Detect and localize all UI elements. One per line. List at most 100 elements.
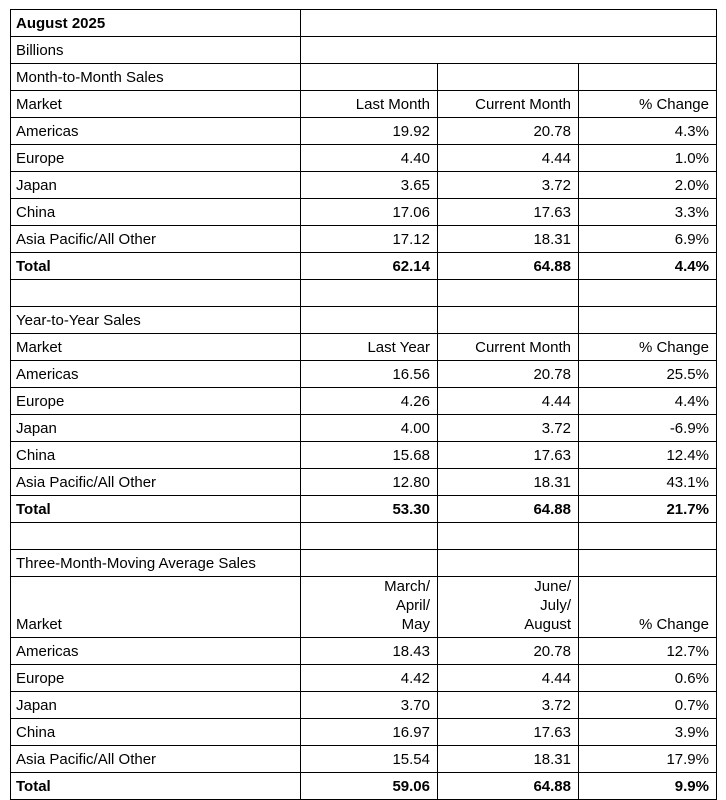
units-label: Billions	[10, 36, 301, 64]
pct-change-cell: 0.6%	[578, 664, 717, 692]
value-cell: 17.12	[300, 225, 438, 253]
value-cell: 19.92	[300, 117, 438, 145]
total-label: Total	[10, 772, 301, 800]
empty-cell	[578, 279, 717, 307]
column-header: % Change	[578, 576, 717, 638]
sales-report-table: August 2025 Billions Month-to-Month Sale…	[10, 9, 717, 800]
value-cell: 4.44	[437, 664, 579, 692]
table-row: China 16.97 17.63 3.9%	[10, 718, 717, 746]
value-cell: 4.42	[300, 664, 438, 692]
value-cell: 3.72	[437, 691, 579, 719]
value-cell: 4.40	[300, 144, 438, 172]
value-cell: 17.06	[300, 198, 438, 226]
total-label: Total	[10, 495, 301, 523]
value-cell: 3.72	[437, 171, 579, 199]
section-heading-row: Three-Month-Moving Average Sales	[10, 549, 717, 577]
value-cell: 17.63	[437, 441, 579, 469]
empty-cell	[578, 306, 717, 334]
empty-cell	[437, 279, 579, 307]
total-row: Total 59.06 64.88 9.9%	[10, 772, 717, 800]
section-heading: Three-Month-Moving Average Sales	[10, 549, 301, 577]
value-cell: 17.63	[437, 718, 579, 746]
pct-change-cell: 12.4%	[578, 441, 717, 469]
column-header: Current Month	[437, 90, 579, 118]
empty-cell	[300, 549, 438, 577]
column-header-row: Market Last Year Current Month % Change	[10, 333, 717, 361]
column-header: Last Year	[300, 333, 438, 361]
title-row: August 2025	[10, 9, 717, 37]
column-header: June/ July/ August	[437, 576, 579, 638]
total-pct-cell: 4.4%	[578, 252, 717, 280]
column-header-row: Market Last Month Current Month % Change	[10, 90, 717, 118]
empty-cell	[578, 522, 717, 550]
table-row: Americas 18.43 20.78 12.7%	[10, 637, 717, 665]
table-row: Europe 4.40 4.44 1.0%	[10, 144, 717, 172]
report-title: August 2025	[10, 9, 301, 37]
column-header: % Change	[578, 90, 717, 118]
section-heading: Month-to-Month Sales	[10, 63, 301, 91]
table-row: Americas 16.56 20.78 25.5%	[10, 360, 717, 388]
market-cell: China	[10, 198, 301, 226]
total-value-cell: 64.88	[437, 252, 579, 280]
value-cell: 16.56	[300, 360, 438, 388]
total-row: Total 53.30 64.88 21.7%	[10, 495, 717, 523]
empty-cell	[10, 279, 301, 307]
market-cell: Americas	[10, 637, 301, 665]
spacer-row	[10, 279, 717, 307]
total-value-cell: 64.88	[437, 495, 579, 523]
value-cell: 4.44	[437, 144, 579, 172]
market-cell: Asia Pacific/All Other	[10, 468, 301, 496]
table-row: Asia Pacific/All Other 15.54 18.31 17.9%	[10, 745, 717, 773]
section-heading-row: Year-to-Year Sales	[10, 306, 717, 334]
column-header: Last Month	[300, 90, 438, 118]
table-row: China 17.06 17.63 3.3%	[10, 198, 717, 226]
column-header: Current Month	[437, 333, 579, 361]
value-cell: 15.54	[300, 745, 438, 773]
pct-change-cell: 43.1%	[578, 468, 717, 496]
empty-cell	[300, 36, 717, 64]
empty-cell	[578, 549, 717, 577]
value-cell: 4.00	[300, 414, 438, 442]
total-pct-cell: 9.9%	[578, 772, 717, 800]
market-cell: China	[10, 718, 301, 746]
units-row: Billions	[10, 36, 717, 64]
value-cell: 16.97	[300, 718, 438, 746]
total-label: Total	[10, 252, 301, 280]
empty-cell	[300, 306, 438, 334]
table-row: Europe 4.26 4.44 4.4%	[10, 387, 717, 415]
column-header: Market	[10, 90, 301, 118]
pct-change-cell: 0.7%	[578, 691, 717, 719]
value-cell: 4.44	[437, 387, 579, 415]
empty-cell	[437, 522, 579, 550]
table-row: Asia Pacific/All Other 12.80 18.31 43.1%	[10, 468, 717, 496]
pct-change-cell: 2.0%	[578, 171, 717, 199]
empty-cell	[437, 63, 579, 91]
pct-change-cell: 1.0%	[578, 144, 717, 172]
empty-cell	[578, 63, 717, 91]
table-row: Japan 4.00 3.72 -6.9%	[10, 414, 717, 442]
empty-cell	[300, 9, 717, 37]
market-cell: Europe	[10, 664, 301, 692]
market-cell: Americas	[10, 360, 301, 388]
market-cell: Japan	[10, 414, 301, 442]
value-cell: 18.43	[300, 637, 438, 665]
market-cell: China	[10, 441, 301, 469]
column-header: March/ April/ May	[300, 576, 438, 638]
value-cell: 17.63	[437, 198, 579, 226]
table-row: Americas 19.92 20.78 4.3%	[10, 117, 717, 145]
empty-cell	[10, 522, 301, 550]
value-cell: 3.65	[300, 171, 438, 199]
pct-change-cell: 3.9%	[578, 718, 717, 746]
table-row: Europe 4.42 4.44 0.6%	[10, 664, 717, 692]
report-sheet: August 2025 Billions Month-to-Month Sale…	[10, 9, 717, 800]
value-cell: 15.68	[300, 441, 438, 469]
table-row: China 15.68 17.63 12.4%	[10, 441, 717, 469]
pct-change-cell: 3.3%	[578, 198, 717, 226]
total-value-cell: 59.06	[300, 772, 438, 800]
column-header-row: Market March/ April/ May June/ July/ Aug…	[10, 576, 717, 638]
market-cell: Europe	[10, 144, 301, 172]
empty-cell	[300, 63, 438, 91]
section-heading: Year-to-Year Sales	[10, 306, 301, 334]
empty-cell	[437, 549, 579, 577]
market-cell: Asia Pacific/All Other	[10, 225, 301, 253]
